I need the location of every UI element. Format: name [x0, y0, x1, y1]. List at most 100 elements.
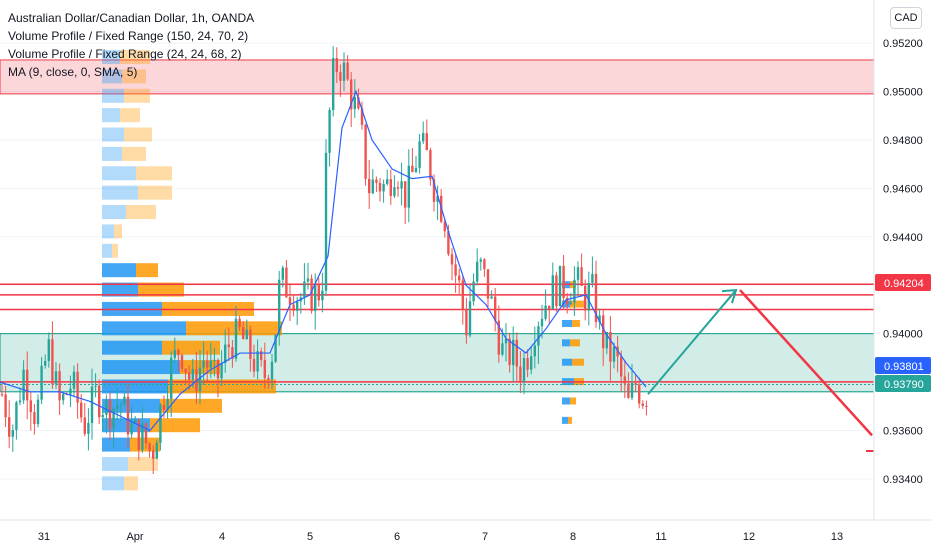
currency-button[interactable]: CAD	[890, 7, 922, 29]
candle-body	[170, 357, 173, 399]
volume-profile-bar-buy	[562, 319, 572, 327]
volume-profile-bar-buy	[562, 339, 570, 347]
price-tag-label: 0.93790	[884, 379, 924, 391]
candle-body	[256, 351, 259, 372]
price-tick-label: 0.93400	[883, 474, 923, 486]
candle-body	[558, 265, 562, 307]
candle-body	[40, 365, 43, 400]
volume-profile-bar-buy	[102, 108, 120, 123]
candle-body	[332, 58, 335, 110]
candle-body	[72, 371, 76, 389]
volume-profile-bar-buy	[102, 146, 122, 161]
volume-profile-bar-sell	[160, 398, 222, 413]
volume-profile-bar-buy	[102, 263, 136, 278]
time-tick-label: 11	[655, 531, 666, 543]
candle-body	[166, 398, 169, 410]
candle-body	[360, 108, 364, 125]
candle-body	[173, 349, 176, 358]
candle-body	[605, 331, 608, 349]
time-tick-label: 5	[307, 531, 313, 543]
candle-body	[206, 360, 209, 368]
candle-body	[519, 366, 522, 382]
candles-layer	[0, 46, 648, 475]
candle-body	[112, 408, 115, 429]
candle-body	[497, 320, 500, 355]
candle-body	[382, 183, 385, 192]
volume-profile-bar-buy	[102, 127, 124, 142]
candle-body	[490, 296, 493, 299]
candle-body	[188, 372, 191, 380]
candle-body	[461, 280, 464, 310]
candle-body	[371, 179, 374, 194]
candle-body	[425, 133, 428, 151]
candle-body	[234, 318, 238, 359]
candle-body	[224, 344, 227, 364]
candle-body	[368, 178, 371, 194]
legend-symbol[interactable]: Australian Dollar/Canadian Dollar, 1h, O…	[8, 11, 255, 25]
volume-profile-bar-sell	[570, 300, 584, 308]
candle-body	[393, 187, 396, 197]
volume-profile-bar-buy	[102, 185, 138, 200]
time-tick-label: 13	[831, 531, 843, 543]
price-tick-label: 0.95000	[883, 86, 923, 98]
candle-body	[155, 442, 158, 459]
candle-body	[443, 221, 446, 232]
legend-indicator-vp-1[interactable]: Volume Profile / Fixed Range (150, 24, 7…	[8, 29, 249, 43]
candle-body	[515, 339, 518, 367]
candle-body	[62, 393, 65, 401]
candle-body	[630, 383, 634, 398]
volume-profile-bar-sell	[572, 319, 580, 327]
candle-body	[278, 279, 281, 335]
legend-indicator-ma[interactable]: MA (9, close, 0, SMA, 5)	[8, 65, 138, 79]
horizontal-lines-layer	[0, 283, 874, 386]
candle-body	[101, 414, 104, 418]
volume-profile-bar-sell	[120, 50, 150, 65]
candle-body	[202, 360, 205, 368]
volume-profile-bar-buy	[102, 88, 124, 103]
candle-body	[87, 423, 90, 434]
projection-arrow-up	[647, 289, 737, 395]
volume-profile-bar-sell	[122, 69, 146, 84]
candle-body	[0, 394, 4, 396]
volume-profile-bar-buy	[102, 456, 128, 471]
price-tick-label: 0.94800	[883, 135, 923, 147]
candle-body	[580, 267, 583, 286]
candle-body	[141, 423, 144, 451]
candle-body	[162, 404, 166, 410]
candle-body	[414, 167, 418, 172]
volume-profile-bar-buy	[102, 379, 168, 394]
candle-body	[357, 97, 360, 109]
candle-body	[454, 264, 457, 276]
candle-body	[378, 182, 382, 192]
volume-profile-bar-sell	[136, 263, 158, 278]
candle-body	[638, 384, 641, 404]
volume-profile-layer	[102, 50, 584, 491]
candle-body	[263, 359, 266, 378]
candle-body	[346, 62, 349, 80]
candle-body	[126, 396, 130, 435]
volume-profile-bar-buy	[102, 437, 130, 452]
volume-profile-bar-sell	[570, 339, 580, 347]
volume-profile-bar-sell	[570, 397, 576, 405]
candle-body	[245, 329, 248, 340]
volume-profile-bar-sell	[130, 437, 160, 452]
candle-body	[598, 315, 601, 323]
time-tick-label: 4	[219, 531, 225, 543]
candle-body	[317, 284, 320, 301]
candle-body	[180, 355, 184, 369]
candle-body	[645, 405, 648, 407]
legend-indicator-vp-2[interactable]: Volume Profile / Fixed Range (24, 24, 68…	[8, 47, 242, 61]
candle-body	[11, 429, 14, 437]
candle-body	[321, 290, 324, 301]
candle-body	[137, 419, 140, 451]
price-tag	[875, 375, 931, 392]
candle-body	[429, 150, 432, 180]
candle-body	[364, 124, 367, 179]
candle-body	[353, 97, 356, 110]
volume-profile-bar-sell	[162, 340, 220, 355]
price-tag	[875, 274, 931, 291]
volume-profile-bar-sell	[122, 146, 146, 161]
candle-body	[285, 267, 288, 298]
candle-body	[544, 305, 547, 319]
